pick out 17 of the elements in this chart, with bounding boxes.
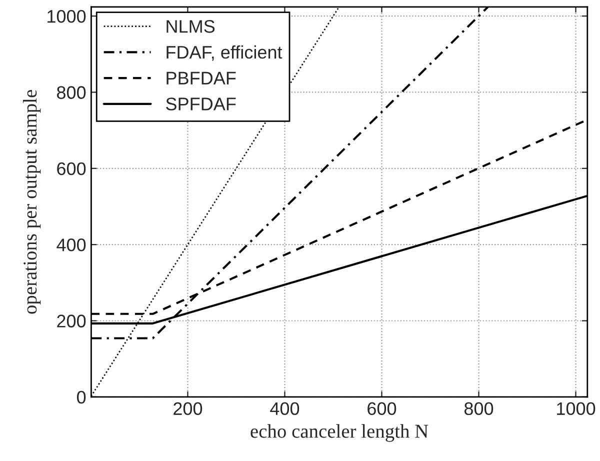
x-tick-label: 1000 bbox=[557, 402, 596, 416]
x-tick-label: 600 bbox=[368, 402, 396, 416]
legend-label: SPFDAF bbox=[166, 98, 236, 110]
x-tick-label: 800 bbox=[464, 402, 494, 416]
y-tick-label: 0 bbox=[77, 390, 86, 404]
y-tick-label: 1000 bbox=[48, 10, 86, 23]
x-axis-title: echo canceler length N bbox=[250, 424, 428, 442]
x-tick-label: 400 bbox=[270, 402, 300, 416]
y-tick-label: 400 bbox=[56, 238, 86, 252]
y-tick-label: 800 bbox=[57, 86, 86, 99]
legend-label: PBFDAF bbox=[166, 72, 236, 84]
legend-label: FDAF, efficient bbox=[166, 45, 282, 61]
x-tick-label: 200 bbox=[174, 402, 202, 416]
y-tick-label: 200 bbox=[57, 314, 86, 328]
legend-label: NLMS bbox=[166, 20, 215, 33]
y-axis-title: operations per output sample bbox=[22, 90, 41, 314]
y-tick-label: 600 bbox=[57, 162, 86, 176]
